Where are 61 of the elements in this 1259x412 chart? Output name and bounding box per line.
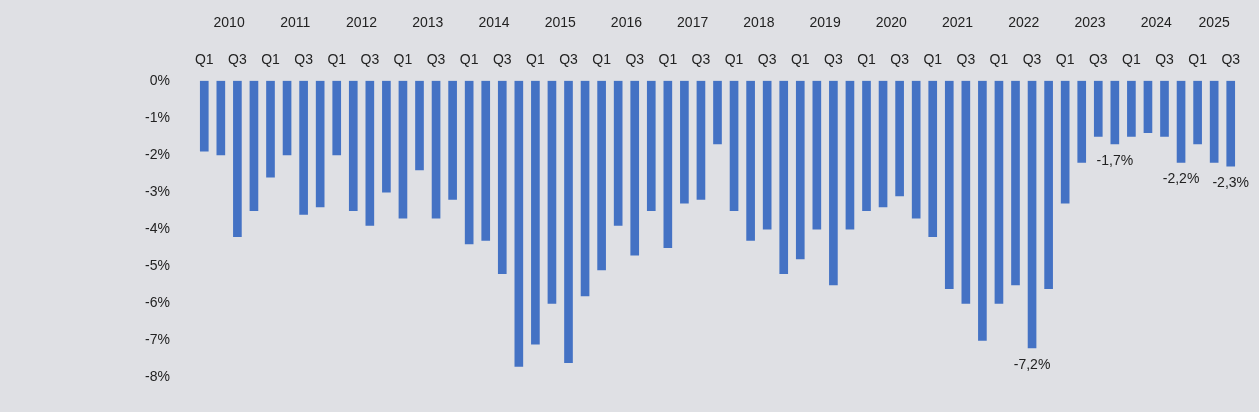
x-tick-label: Q1 — [261, 51, 281, 68]
data-label: -2,3% — [1212, 173, 1250, 190]
text: 2015 — [544, 13, 576, 30]
text: 2025 — [1198, 13, 1230, 30]
y-tick-label: -3% — [145, 182, 170, 199]
y-tick-label: -7% — [145, 331, 170, 348]
x-tick-label: Q1 — [592, 51, 612, 68]
x-tick-label: Q3 — [1221, 51, 1241, 68]
x-tick-label: Q3 — [228, 51, 247, 68]
text: 2010 — [213, 13, 245, 30]
text: 2019 — [809, 13, 841, 30]
y-tick-label: -8% — [145, 368, 170, 385]
y-tick-label: -1% — [145, 108, 170, 125]
x-tick-label: Q1 — [989, 51, 1009, 68]
text: 2014 — [478, 13, 510, 30]
x-tick-label: Q1 — [1055, 51, 1075, 68]
x-tick-label: Q1 — [790, 51, 810, 68]
text: 2024 — [1140, 13, 1172, 30]
x-tick-label: Q1 — [459, 51, 479, 68]
y-tick-label: -6% — [145, 294, 170, 311]
text: 2011 — [280, 13, 311, 30]
data-label: -2,2% — [1162, 170, 1200, 187]
text: 2017 — [677, 13, 709, 30]
x-tick-label: Q3 — [1022, 51, 1042, 68]
text: 2023 — [1074, 13, 1106, 30]
y-tick-label: -2% — [145, 145, 170, 162]
y-tick-label: -5% — [145, 257, 170, 274]
x-tick-label: Q1 — [724, 51, 744, 68]
x-tick-label: Q1 — [194, 51, 214, 68]
x-tick-label: Q1 — [526, 51, 545, 68]
text: 2020 — [875, 13, 908, 30]
x-tick-label: Q3 — [1155, 51, 1175, 68]
x-tick-label: Q3 — [757, 51, 777, 68]
data-label: -1,7% — [1096, 151, 1134, 168]
x-tick-label: Q1 — [658, 51, 678, 68]
x-tick-label: Q3 — [426, 51, 446, 68]
x-tick-label: Q3 — [625, 51, 645, 68]
data-label: -7,2% — [1013, 355, 1051, 372]
text: 2022 — [1008, 13, 1040, 30]
x-tick-label: Q3 — [1088, 51, 1108, 68]
x-tick-label: Q1 — [923, 51, 943, 68]
y-tick-label: -4% — [145, 220, 170, 237]
x-tick-label: Q3 — [294, 51, 314, 68]
x-tick-label: Q3 — [559, 51, 579, 68]
x-tick-label: Q1 — [393, 51, 413, 68]
x-tick-label: Q3 — [890, 51, 910, 68]
text: 2021 — [941, 13, 974, 30]
x-tick-label: Q3 — [360, 51, 380, 68]
x-tick-label: Q1 — [1188, 51, 1208, 68]
y-tick-label: 0% — [149, 71, 170, 88]
x-tick-label: Q1 — [327, 51, 347, 68]
text: 2018 — [743, 13, 775, 30]
x-tick-label: Q1 — [857, 51, 877, 68]
x-tick-label: Q1 — [1122, 51, 1141, 68]
x-tick-label: Q3 — [824, 51, 843, 68]
text: 2016 — [610, 13, 643, 30]
x-tick-label: Q3 — [691, 51, 711, 68]
text: 2013 — [412, 13, 444, 30]
text: 2012 — [345, 13, 378, 30]
x-tick-label: Q3 — [492, 51, 512, 68]
x-tick-label: Q3 — [956, 51, 976, 68]
